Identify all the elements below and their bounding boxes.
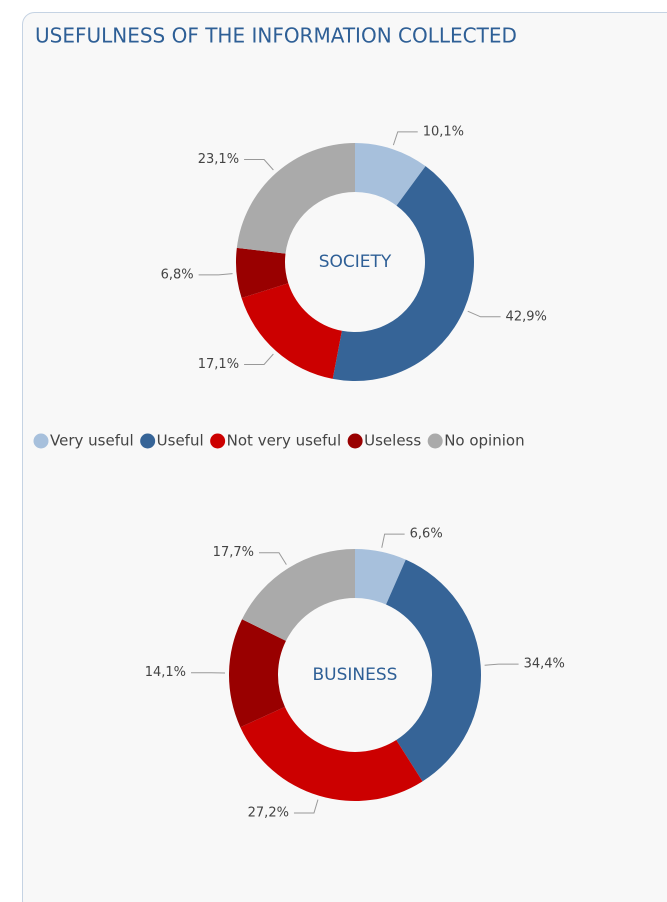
leader-line [244, 159, 274, 171]
leader-line [293, 799, 319, 814]
donut-slice [228, 619, 286, 728]
donut-slice [236, 247, 289, 299]
data-label: 6,8% [161, 267, 194, 282]
data-label: 27,2% [248, 806, 289, 821]
leader-line [381, 533, 405, 548]
legend-marker [140, 433, 156, 449]
leader-line [484, 663, 519, 666]
data-label: 42,9% [506, 309, 547, 324]
legend-marker [347, 433, 363, 449]
legend-label: Very useful [50, 432, 134, 450]
data-label: 23,1% [198, 152, 239, 167]
donut-slice [386, 559, 482, 782]
data-label: 14,1% [145, 665, 186, 680]
legend-label: Useful [157, 432, 204, 450]
donut-slice [240, 706, 423, 801]
legend-label: Not very useful [227, 432, 341, 450]
leader-line [392, 131, 418, 146]
donut-slice [355, 549, 406, 605]
center-label: SOCIETY [319, 252, 392, 272]
data-label: 17,1% [198, 357, 239, 372]
data-label: 34,4% [524, 657, 565, 672]
donut-slice [242, 549, 355, 641]
data-label: 6,6% [410, 527, 443, 542]
legend-marker [210, 433, 226, 449]
data-label: 17,7% [213, 545, 254, 560]
chart-title: USEFULNESS OF THE INFORMATION COLLECTED [35, 24, 517, 48]
legend-label: Useless [364, 432, 421, 450]
leader-line [198, 273, 233, 276]
data-label: 10,1% [423, 124, 464, 139]
panel [22, 12, 667, 902]
center-label: BUSINESS [313, 665, 398, 685]
leader-line [467, 310, 501, 318]
donut-slice [332, 166, 475, 381]
legend-marker [33, 433, 49, 449]
leader-line [258, 552, 287, 565]
donut-slice [236, 143, 355, 254]
leader-line [244, 353, 274, 365]
donut-slice [355, 143, 426, 206]
legend-marker [427, 433, 443, 449]
legend-label: No opinion [444, 432, 524, 450]
donut-slice [241, 283, 342, 379]
